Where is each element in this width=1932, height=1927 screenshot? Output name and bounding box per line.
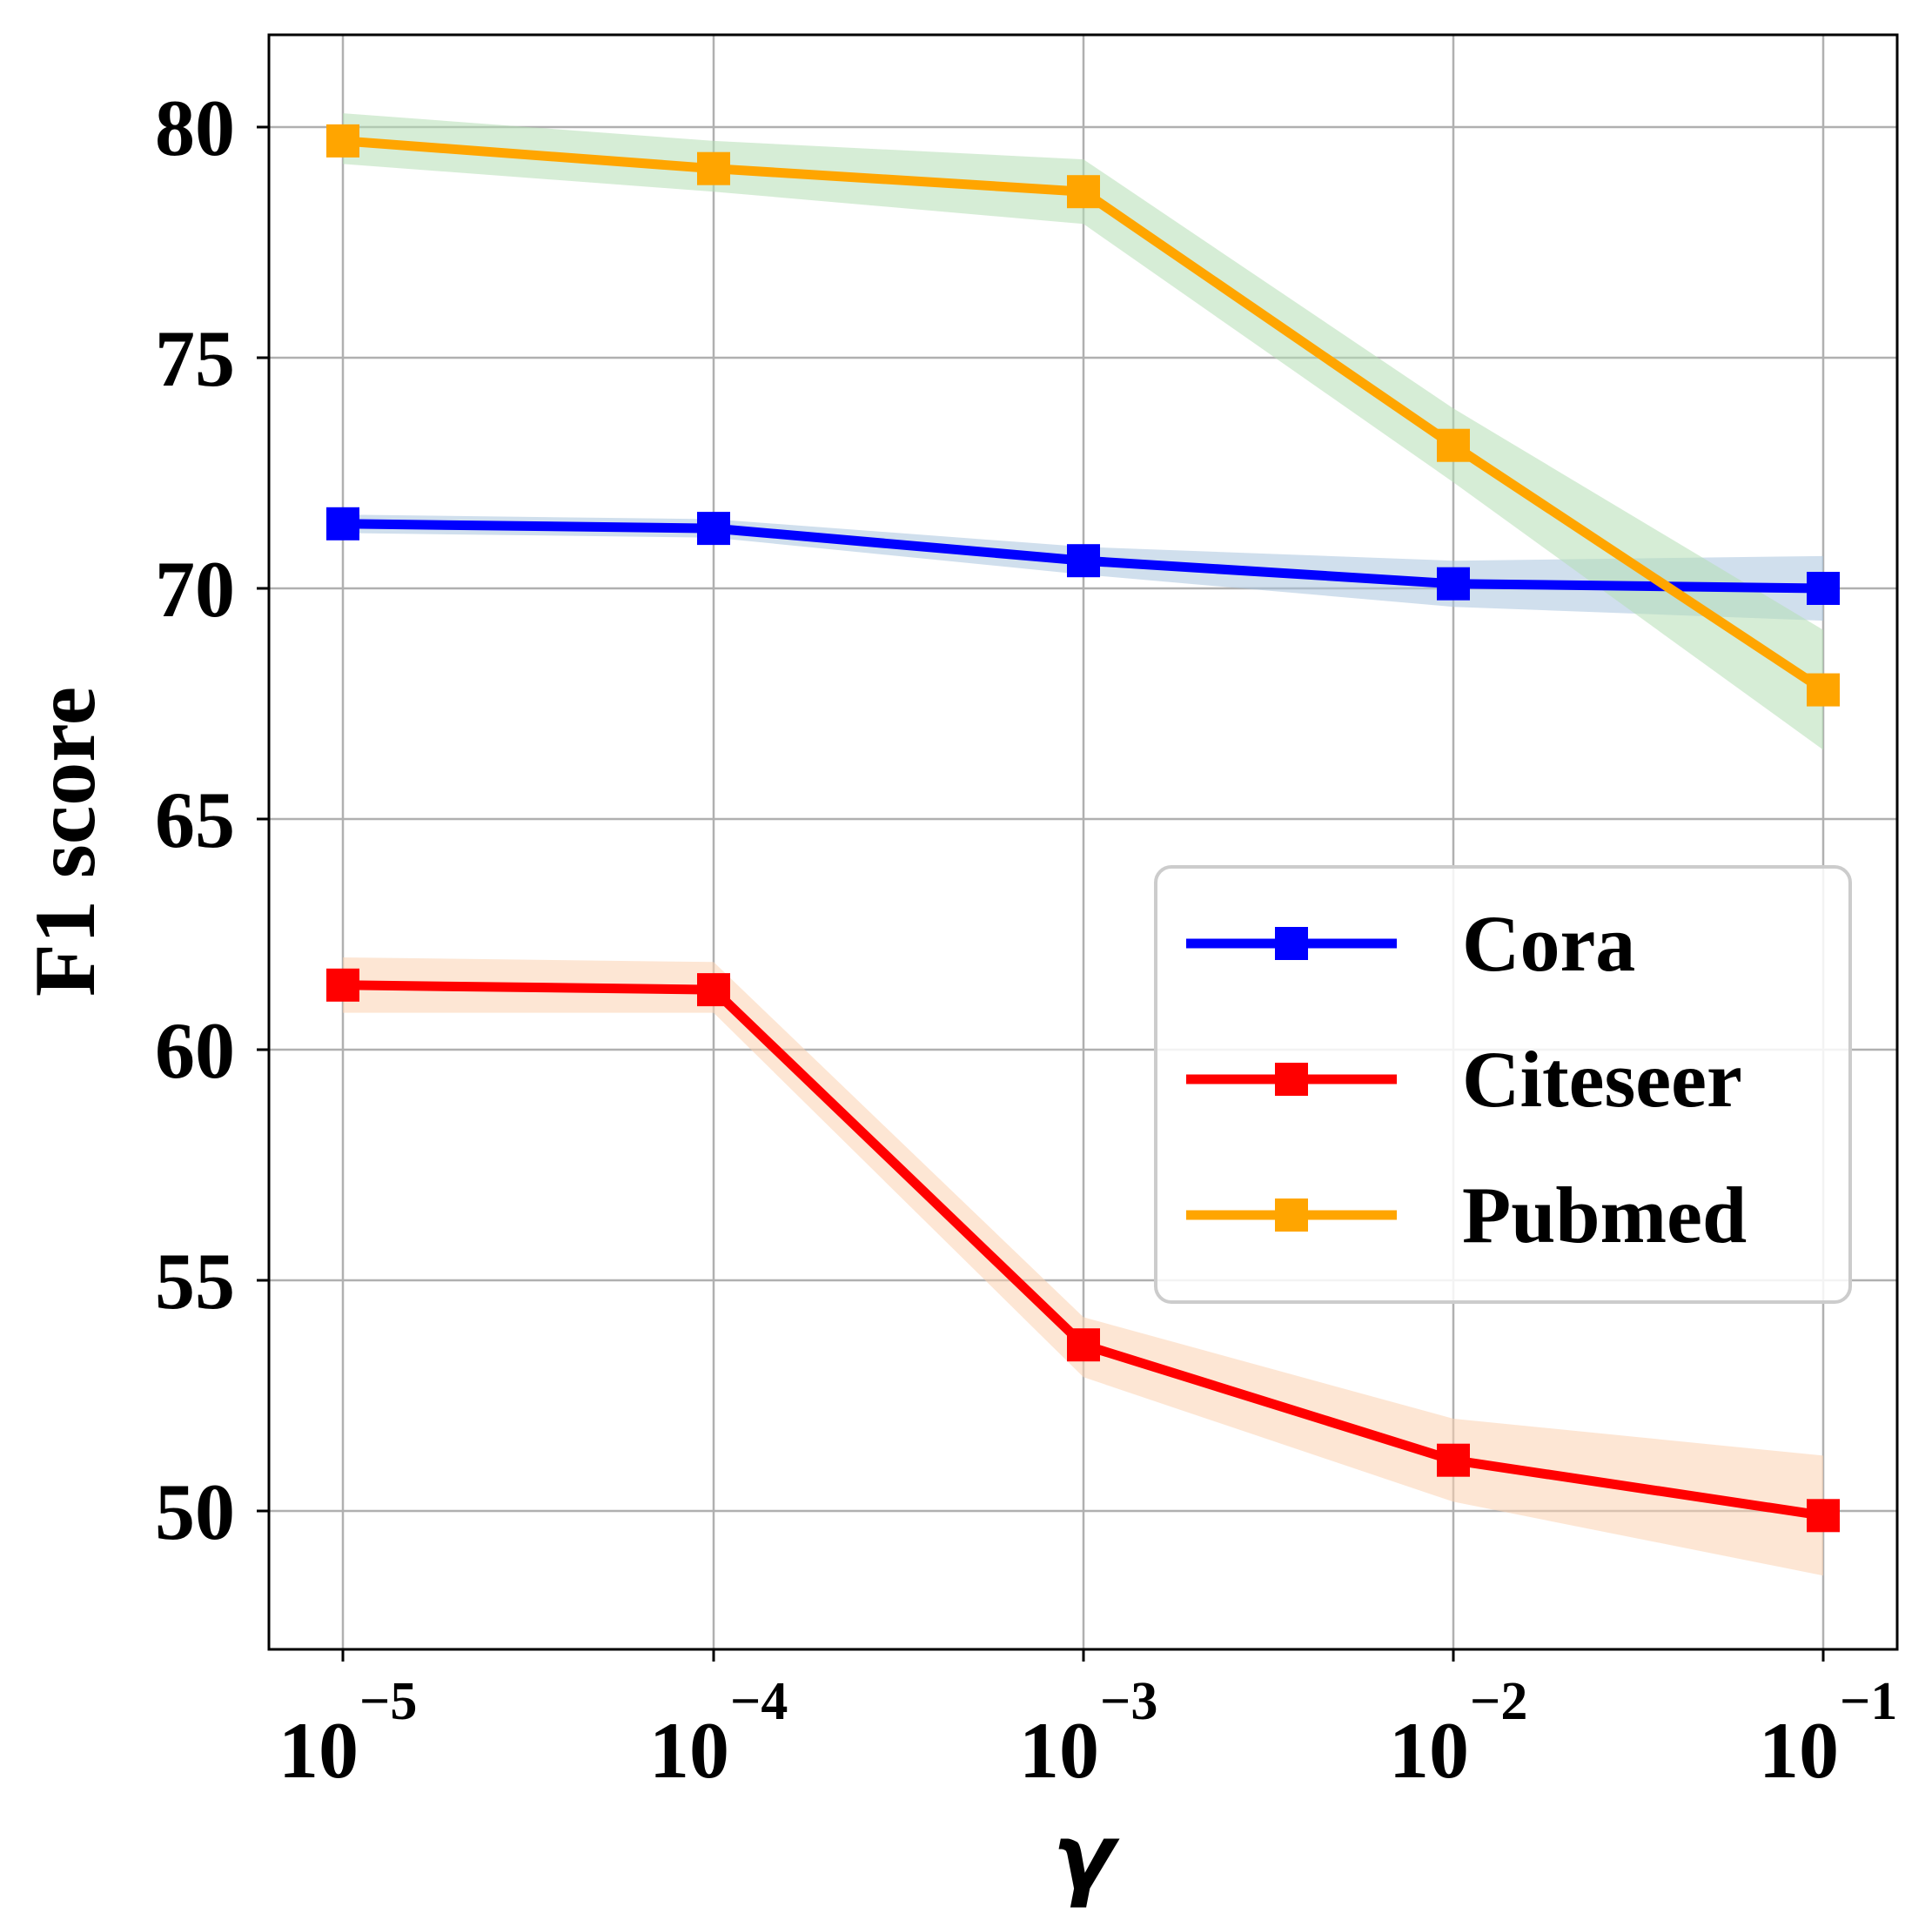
cora-point: [326, 507, 359, 540]
x-tick-exponent: −2: [1470, 1672, 1527, 1731]
grid-lines: [269, 35, 1897, 1649]
y-tick-labels: 50 55 60 65 70 75 80: [155, 84, 235, 1556]
citeseer-band: [343, 957, 1823, 1576]
pubmed-point: [1437, 428, 1470, 462]
y-tick-label: 70: [155, 545, 235, 634]
x-tick-label: 10: [1019, 1706, 1099, 1795]
y-tick-label: 60: [155, 1006, 235, 1095]
pubmed-point: [1807, 673, 1840, 707]
pubmed-point: [326, 124, 359, 158]
x-tick-label: 10: [1759, 1706, 1839, 1795]
citeseer-point: [697, 973, 730, 1007]
y-axis-title: F1 score: [17, 687, 113, 997]
cora-point: [1067, 544, 1100, 578]
y-tick-label: 55: [155, 1237, 235, 1326]
axis-ticks: [257, 125, 1825, 1662]
citeseer-point: [326, 968, 359, 1002]
legend-pubmed-label: Pubmed: [1462, 1171, 1747, 1259]
y-tick-label: 75: [155, 314, 235, 403]
y-tick-label: 80: [155, 84, 235, 172]
x-tick-label: 10: [649, 1706, 729, 1795]
legend-cora-label: Cora: [1462, 899, 1635, 988]
cora-point: [697, 512, 730, 546]
x-axis-title: γ: [1053, 1804, 1120, 1910]
x-tick-exponent: −1: [1840, 1672, 1897, 1731]
x-tick-exponent: −5: [359, 1672, 417, 1731]
x-tick-exponent: −4: [730, 1672, 788, 1731]
pubmed-point: [697, 151, 730, 185]
series-markers: [326, 124, 1840, 1533]
x-tick-labels: 10−510−410−310−210−1: [278, 1672, 1897, 1795]
legend-box: [1154, 865, 1852, 1304]
legend-pubmed-marker: [1275, 1198, 1308, 1232]
cora-point: [1807, 572, 1840, 605]
citeseer-point: [1437, 1443, 1470, 1477]
x-tick-label: 10: [278, 1706, 359, 1795]
legend-citeseer-marker: [1275, 1063, 1308, 1096]
legend-citeseer-label: Citeseer: [1462, 1035, 1742, 1124]
x-tick-exponent: −3: [1100, 1672, 1157, 1731]
citeseer-point: [1067, 1328, 1100, 1362]
pubmed-point: [1067, 175, 1100, 209]
legend-cora-marker: [1275, 927, 1308, 960]
cora-point: [1437, 567, 1470, 601]
y-tick-label: 50: [155, 1467, 235, 1556]
x-tick-label: 10: [1389, 1706, 1469, 1795]
legend: Cora Citeseer Pubmed: [1154, 865, 1852, 1304]
y-tick-label: 65: [155, 776, 235, 864]
citeseer-point: [1807, 1499, 1840, 1533]
